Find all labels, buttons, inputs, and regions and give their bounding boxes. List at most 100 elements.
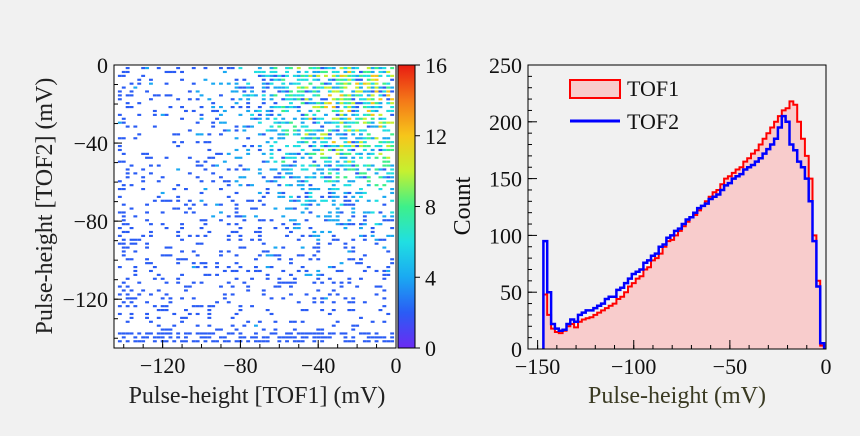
heatmap-cell xyxy=(347,258,352,261)
heatmap-cell xyxy=(281,297,286,300)
heatmap-cell xyxy=(145,336,149,339)
histogram-frame xyxy=(527,64,827,350)
heatmap-cell xyxy=(312,281,317,284)
heatmap-cell xyxy=(370,336,375,339)
heatmap-cell xyxy=(254,215,258,218)
heatmap-cell xyxy=(184,211,188,214)
heatmap-cell xyxy=(300,309,305,312)
heatmap-cell xyxy=(362,211,367,214)
heatmap-cell xyxy=(226,281,231,284)
heatmap-cell xyxy=(366,336,371,339)
heatmap-cell xyxy=(133,305,138,308)
heatmap-cell xyxy=(141,188,146,191)
heatmap-plot-area xyxy=(114,65,396,348)
heatmap-cell xyxy=(211,332,216,335)
heatmap-cell xyxy=(386,86,391,89)
heatmap-cell xyxy=(129,238,134,241)
heatmap-cell xyxy=(343,125,348,128)
heatmap-cell xyxy=(351,145,356,148)
heatmap-cell xyxy=(339,285,344,288)
heatmap-cell xyxy=(234,211,239,214)
heatmap-cell xyxy=(117,180,122,183)
heatmap-cell xyxy=(265,129,270,132)
heatmap-cell xyxy=(289,164,293,167)
heatmap-cell xyxy=(230,90,235,93)
heatmap-cell xyxy=(265,266,270,269)
heatmap-cell xyxy=(339,86,344,89)
heatmap-cell xyxy=(312,148,317,152)
heatmap-cell xyxy=(129,90,134,93)
heatmap-cell xyxy=(203,273,208,276)
heatmap-cell xyxy=(160,332,165,335)
heatmap-cell xyxy=(343,152,348,155)
heatmap-cell xyxy=(195,340,200,343)
heatmap-cell xyxy=(355,324,360,327)
heatmap-cell xyxy=(370,109,375,113)
heatmap-cell xyxy=(125,246,130,249)
heatmap-cell xyxy=(226,129,231,132)
heatmap-cell xyxy=(335,238,340,241)
heatmap-cell xyxy=(316,234,321,237)
heatmap-cell xyxy=(285,74,289,77)
heatmap-cell xyxy=(351,223,356,226)
heatmap-cell xyxy=(289,156,293,159)
heatmap-cell xyxy=(121,211,126,214)
histogram-legend: TOF1 TOF2 xyxy=(569,76,679,134)
heatmap-cell xyxy=(207,141,212,144)
heatmap-cell xyxy=(234,168,239,171)
heatmap-cell xyxy=(254,266,258,269)
heatmap-cell xyxy=(308,273,313,276)
heatmap-cell xyxy=(386,172,391,175)
heatmap-cell xyxy=(137,78,142,81)
heatmap-cell xyxy=(386,109,391,113)
heatmap-cell xyxy=(257,219,262,222)
heatmap-cell xyxy=(121,74,126,77)
heatmap-cell xyxy=(312,340,317,343)
heatmap-cell xyxy=(234,262,239,265)
heatmap-cell xyxy=(168,199,173,202)
heatmap-cell xyxy=(347,117,352,120)
heatmap-cell xyxy=(308,258,313,261)
heatmap-cell xyxy=(242,281,247,284)
heatmap-cell xyxy=(355,145,360,148)
heatmap-cell xyxy=(265,309,270,312)
heatmap-cell xyxy=(370,152,375,155)
heatmap-cell xyxy=(390,86,395,89)
heatmap-cell xyxy=(187,332,192,335)
heatmap-cell xyxy=(382,67,387,70)
heatmap-cell xyxy=(257,238,262,241)
heatmap-cell xyxy=(292,277,297,280)
heatmap-cell xyxy=(125,176,130,179)
heatmap-cell xyxy=(238,266,243,269)
heatmap-cell xyxy=(339,156,344,159)
heatmap-cell xyxy=(281,137,286,140)
heatmap-cell xyxy=(160,199,165,202)
heatmap-cell xyxy=(320,273,325,276)
heatmap-cell xyxy=(234,180,239,183)
heatmap-cell xyxy=(285,98,289,101)
heatmap-cell xyxy=(366,82,371,85)
heatmap-cell xyxy=(320,70,325,74)
heatmap-cell xyxy=(141,336,146,339)
heatmap-cell xyxy=(125,223,130,226)
heatmap-cell xyxy=(390,168,395,171)
heatmap-cell xyxy=(331,74,336,77)
heatmap-cell xyxy=(222,160,227,163)
heatmap-cell xyxy=(327,176,332,179)
heatmap-y-axis-label: Pulse-height [TOF2] (mV) xyxy=(32,78,58,335)
heatmap-cell xyxy=(390,262,395,265)
heatmap-cell xyxy=(234,277,239,280)
heatmap-cell xyxy=(308,98,313,101)
heatmap-cell xyxy=(324,102,328,105)
heatmap-cell xyxy=(335,102,340,105)
heatmap-cell xyxy=(117,94,122,97)
heatmap-cell xyxy=(386,70,391,74)
heatmap-cell xyxy=(199,191,204,195)
heatmap-cell xyxy=(242,219,247,222)
heatmap-cell xyxy=(199,180,204,183)
heatmap-cell xyxy=(390,90,395,93)
heatmap-cell xyxy=(149,332,153,335)
heatmap-cell xyxy=(269,109,274,113)
heatmap-cell xyxy=(273,176,278,179)
heatmap-cell xyxy=(339,94,344,97)
